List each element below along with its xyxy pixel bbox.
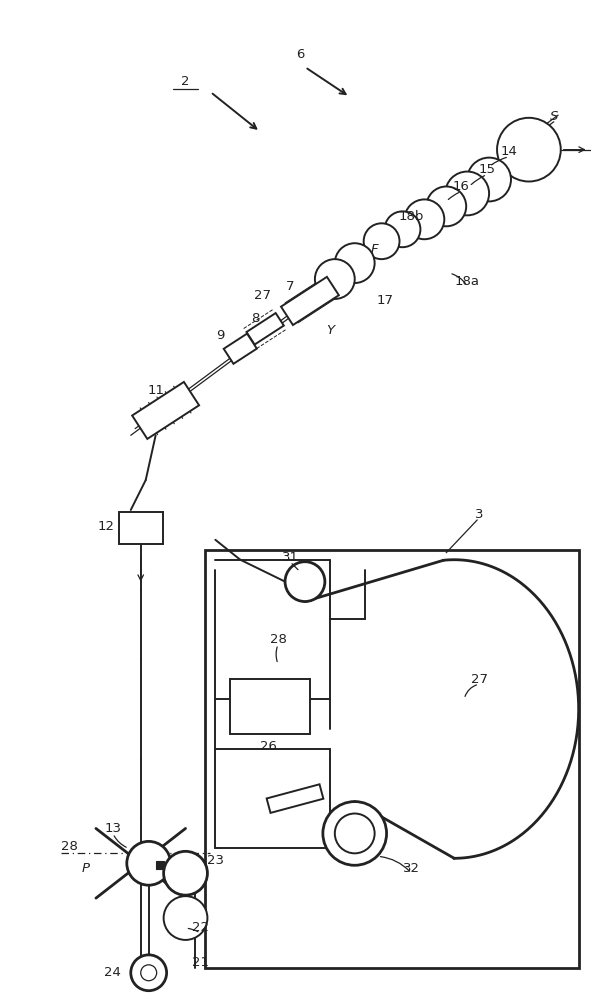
Circle shape xyxy=(127,841,170,885)
Text: 23: 23 xyxy=(207,854,224,867)
Circle shape xyxy=(131,955,166,991)
FancyBboxPatch shape xyxy=(205,550,578,968)
Text: S: S xyxy=(549,110,558,123)
Text: 27: 27 xyxy=(471,673,488,686)
Text: 17: 17 xyxy=(376,294,393,307)
Circle shape xyxy=(335,814,375,853)
Text: 24: 24 xyxy=(104,966,121,979)
Circle shape xyxy=(467,158,511,201)
Circle shape xyxy=(335,243,375,283)
Circle shape xyxy=(404,199,445,239)
Circle shape xyxy=(385,211,420,247)
Circle shape xyxy=(497,118,561,182)
Text: 2: 2 xyxy=(181,75,190,88)
Circle shape xyxy=(323,802,387,865)
Circle shape xyxy=(163,896,207,940)
Text: Y: Y xyxy=(326,324,334,337)
Text: 32: 32 xyxy=(403,862,420,875)
Circle shape xyxy=(426,186,466,226)
Text: 18b: 18b xyxy=(399,210,424,223)
Text: 3: 3 xyxy=(475,508,484,521)
Text: 27: 27 xyxy=(253,289,271,302)
Circle shape xyxy=(285,562,325,602)
Text: 9: 9 xyxy=(216,329,224,342)
Circle shape xyxy=(141,965,157,981)
Circle shape xyxy=(445,172,489,215)
Polygon shape xyxy=(132,382,199,439)
Polygon shape xyxy=(246,313,284,345)
Circle shape xyxy=(363,223,400,259)
Text: 18a: 18a xyxy=(455,275,480,288)
Text: 16: 16 xyxy=(453,180,469,193)
Text: 11: 11 xyxy=(147,384,164,397)
Text: 14: 14 xyxy=(501,145,517,158)
Text: 12: 12 xyxy=(98,520,114,533)
Text: 28: 28 xyxy=(60,840,78,853)
Text: 22: 22 xyxy=(192,921,209,934)
Text: 21: 21 xyxy=(192,956,209,969)
Text: 31: 31 xyxy=(282,551,298,564)
Text: 7: 7 xyxy=(286,280,294,293)
Text: 6: 6 xyxy=(296,48,304,61)
Polygon shape xyxy=(224,334,257,364)
Text: 13: 13 xyxy=(104,822,121,835)
Text: 26: 26 xyxy=(260,740,276,753)
FancyBboxPatch shape xyxy=(230,679,310,734)
Text: 28: 28 xyxy=(269,633,287,646)
Text: P: P xyxy=(82,862,90,875)
Text: 15: 15 xyxy=(478,163,496,176)
FancyBboxPatch shape xyxy=(156,861,163,869)
Circle shape xyxy=(315,259,355,299)
FancyBboxPatch shape xyxy=(119,512,163,544)
Text: F: F xyxy=(371,243,378,256)
Text: 8: 8 xyxy=(251,312,259,325)
Polygon shape xyxy=(266,784,323,813)
Polygon shape xyxy=(281,277,339,325)
Circle shape xyxy=(163,851,207,895)
